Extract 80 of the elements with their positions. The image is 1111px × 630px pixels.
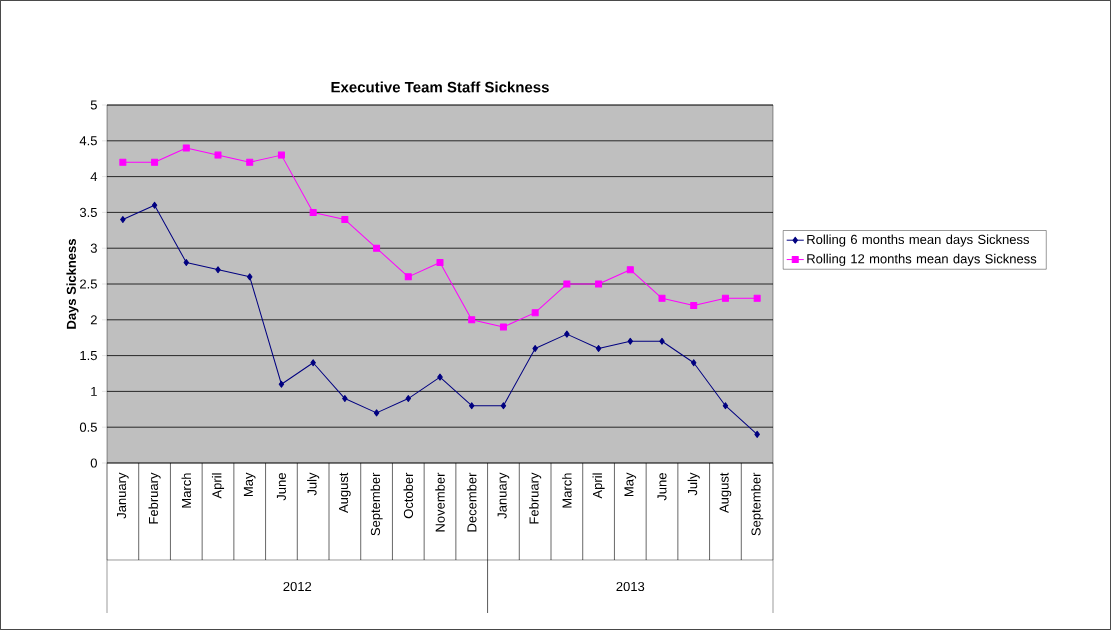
y-tick-label: 5 bbox=[90, 100, 97, 110]
x-tick-label: November bbox=[435, 472, 445, 532]
point bbox=[690, 359, 697, 367]
point bbox=[499, 323, 507, 331]
y-tick-label: 4.5 bbox=[79, 136, 97, 146]
point bbox=[753, 294, 761, 302]
point bbox=[658, 294, 666, 302]
point bbox=[215, 266, 221, 274]
legend-label: Rolling 12 months mean days Sickness bbox=[807, 253, 1037, 266]
x-tick-label: June bbox=[276, 473, 286, 501]
x-tick-label: May bbox=[624, 472, 637, 497]
point bbox=[404, 273, 412, 281]
point bbox=[626, 266, 634, 274]
point bbox=[405, 395, 412, 403]
x-tick-label: August bbox=[339, 472, 351, 513]
x-tick-label: August bbox=[719, 472, 732, 513]
x-tick-label: July bbox=[687, 472, 700, 496]
y-axis-title: Days Sickness bbox=[66, 239, 79, 329]
point bbox=[595, 344, 602, 352]
point bbox=[722, 402, 729, 410]
y-tick-label: 0.5 bbox=[79, 422, 97, 432]
point bbox=[182, 144, 190, 152]
point bbox=[437, 373, 443, 381]
point bbox=[246, 158, 254, 166]
x-tick-label: March bbox=[562, 473, 572, 508]
point bbox=[119, 158, 127, 166]
y-tick-label: 2.5 bbox=[80, 279, 97, 289]
point bbox=[690, 301, 698, 309]
point bbox=[627, 337, 634, 345]
x-tick-label: December bbox=[466, 472, 477, 532]
point bbox=[310, 359, 316, 367]
x-tick-label: January bbox=[117, 472, 129, 519]
point bbox=[563, 280, 571, 288]
x-tick-label: May bbox=[243, 472, 256, 497]
point bbox=[468, 316, 476, 324]
y-tick-label: 1 bbox=[91, 386, 97, 396]
point bbox=[500, 402, 507, 410]
point bbox=[120, 216, 126, 224]
point bbox=[468, 402, 475, 410]
point bbox=[754, 430, 760, 438]
x-tick-label: February bbox=[529, 472, 542, 524]
x-tick-label: September bbox=[370, 472, 383, 536]
point bbox=[183, 259, 190, 267]
point bbox=[532, 344, 538, 352]
y-tick-label: 2 bbox=[90, 315, 97, 325]
x-tick-label: February bbox=[148, 472, 161, 524]
point bbox=[214, 151, 222, 159]
x-tick-label: March bbox=[181, 473, 192, 508]
x-tick-label: January bbox=[497, 472, 510, 519]
point bbox=[721, 294, 729, 302]
point bbox=[659, 337, 665, 345]
point bbox=[309, 208, 317, 216]
x-tick-label: June bbox=[657, 473, 667, 501]
chart-title: Executive Team Staff Sickness bbox=[331, 81, 549, 93]
point bbox=[564, 330, 570, 338]
x-tick-label: April bbox=[211, 473, 225, 499]
point bbox=[531, 309, 539, 317]
point bbox=[373, 244, 381, 252]
point bbox=[373, 409, 380, 417]
point bbox=[246, 273, 253, 281]
point bbox=[342, 395, 348, 403]
point bbox=[595, 280, 603, 288]
x-tick-label: October bbox=[403, 472, 414, 519]
point bbox=[151, 201, 158, 209]
text: 2012 bbox=[283, 581, 312, 592]
x-tick-label: July bbox=[307, 472, 320, 496]
x-tick-label: September bbox=[751, 472, 764, 536]
y-tick-label: 3 bbox=[90, 243, 97, 253]
x-tick-label: April bbox=[592, 473, 605, 499]
point bbox=[278, 380, 285, 388]
y-tick-label: 0 bbox=[90, 458, 97, 468]
point bbox=[277, 151, 285, 159]
point bbox=[151, 158, 159, 166]
y-tick-label: 3.5 bbox=[79, 207, 97, 217]
legend-label: Rolling 6 months mean days Sickness bbox=[807, 234, 1030, 247]
point bbox=[341, 216, 349, 224]
y-tick-label: 4 bbox=[90, 172, 98, 182]
point bbox=[436, 259, 444, 267]
text: 2013 bbox=[616, 581, 645, 592]
y-tick-label: 1.5 bbox=[80, 351, 97, 361]
